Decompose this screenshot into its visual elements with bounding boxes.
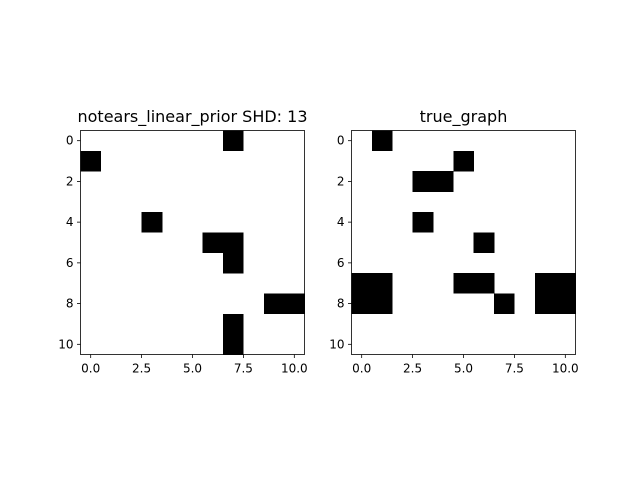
y-tick-label: 6 <box>337 256 345 270</box>
heatmap-cell <box>284 293 305 315</box>
y-tick-label: 10 <box>58 337 73 351</box>
heatmap-cell <box>534 293 556 315</box>
heatmap-panel-true-graph: true_graph 0.0 2.5 5.0 7.5 10.0 0 2 4 6 8 10 <box>329 107 578 376</box>
x-tick-label: 5.0 <box>183 362 202 376</box>
heatmap-cell <box>351 273 373 294</box>
y-tick-label: 2 <box>66 174 74 188</box>
panel-title: true_graph <box>420 107 508 127</box>
y-tick-label: 0 <box>337 134 345 148</box>
heatmap-cell <box>453 150 474 172</box>
heatmap-cell <box>555 293 576 315</box>
heatmap-cell <box>223 313 244 335</box>
heatmap-cell <box>202 232 224 253</box>
heatmap-cell <box>223 130 244 152</box>
y-tick-label: 8 <box>66 297 74 311</box>
x-tick-label: 0.0 <box>81 362 100 376</box>
x-tick-label: 5.0 <box>454 362 473 376</box>
y-tick-label: 10 <box>329 337 344 351</box>
x-tick-label: 10.0 <box>281 362 308 376</box>
heatmap-background <box>80 130 305 355</box>
heatmap-cell <box>432 171 454 192</box>
x-tick-label: 10.0 <box>552 362 579 376</box>
heatmap-cell <box>80 150 102 172</box>
y-tick-label: 6 <box>66 256 74 270</box>
heatmap-cell <box>494 293 515 315</box>
y-tick-label: 8 <box>337 297 345 311</box>
heatmap-cell <box>371 273 393 294</box>
y-tick-label: 0 <box>66 134 74 148</box>
heatmap-cell <box>223 252 244 274</box>
heatmap-cell <box>473 232 495 253</box>
y-tick-label: 2 <box>337 174 345 188</box>
heatmap-cell <box>141 211 163 233</box>
y-tick-label: 4 <box>66 215 74 229</box>
x-tick-label: 2.5 <box>132 362 151 376</box>
heatmap-cell <box>371 130 393 152</box>
x-tick-label: 2.5 <box>403 362 422 376</box>
heatmap-cell <box>351 293 373 315</box>
y-tick-label: 4 <box>337 215 345 229</box>
heatmap-cell <box>371 293 393 315</box>
x-tick-label: 7.5 <box>234 362 253 376</box>
heatmap-cell <box>412 171 434 192</box>
heatmap-cell <box>453 273 474 294</box>
panel-title: notears_linear_prior SHD: 13 <box>78 107 308 127</box>
heatmap-cell <box>473 273 495 294</box>
heatmap-cell <box>412 211 434 233</box>
heatmap-cell <box>555 273 576 294</box>
heatmap-panel-predicted: notears_linear_prior SHD: 13 0.0 2.5 5.0 7.… <box>58 107 307 376</box>
heatmap-cell <box>263 293 285 315</box>
x-tick-label: 7.5 <box>505 362 524 376</box>
heatmap-cell <box>534 273 556 294</box>
x-tick-label: 0.0 <box>352 362 371 376</box>
heatmap-cell <box>223 232 244 253</box>
heatmap-cell <box>223 334 244 355</box>
